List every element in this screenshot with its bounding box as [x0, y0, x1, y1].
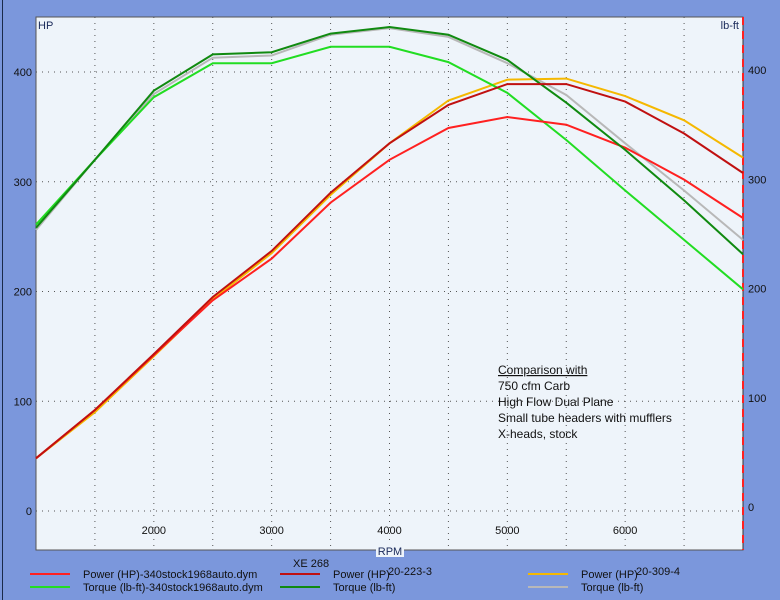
y-tick-label-left: 300 — [14, 177, 32, 189]
annotation: Comparison with 750 cfm Carb High Flow D… — [498, 363, 672, 441]
y-tick-label-right: 200 — [748, 284, 766, 296]
y-tick-label-left: 0 — [26, 506, 32, 518]
annotation-line: Small tube headers with mufflers — [498, 411, 672, 425]
x-tick-label: 4000 — [377, 525, 401, 537]
y-tick-label-left: 400 — [14, 67, 32, 79]
legend-label: Power (HP) — [581, 569, 638, 581]
y-tick-label-right: 100 — [748, 393, 766, 405]
grid — [36, 17, 743, 550]
legend-label: Torque (lb-ft)-340stock1968auto.dym — [83, 582, 263, 594]
y-tick-label-left: 100 — [14, 396, 32, 408]
legend-file-label: 20-223-3 — [388, 566, 432, 578]
annotation-line: 750 cfm Carb — [498, 379, 570, 393]
y-axis-left-label: HP — [38, 20, 53, 32]
x-tick-label: 3000 — [259, 525, 283, 537]
legend-group-title: XE 268 — [293, 558, 329, 570]
series-line — [35, 25, 744, 255]
y-tick-label-right: 400 — [748, 65, 766, 77]
y-axis-right-label: lb-ft — [721, 20, 739, 32]
x-tick-label: 2000 — [142, 525, 166, 537]
y-tick-label-right: 300 — [748, 174, 766, 186]
y-tick-label-left: 200 — [14, 287, 32, 299]
series-line — [35, 45, 744, 291]
annotation-heading: Comparison with — [498, 363, 587, 377]
plot-area — [35, 16, 744, 551]
series-lines — [35, 25, 744, 460]
x-axis-label: RPM — [378, 546, 402, 558]
x-tick-label: 6000 — [613, 525, 637, 537]
y-tick-label-right: 0 — [748, 502, 754, 514]
x-tick-label: 5000 — [495, 525, 519, 537]
window-border — [2, 0, 3, 600]
legend-label: Power (HP) — [333, 569, 390, 581]
legend-label: Torque (lb-ft) — [581, 582, 643, 594]
x-axis-label-bg — [376, 543, 404, 557]
legend-label: Torque (lb-ft) — [333, 582, 395, 594]
legend-file-label: 20-309-4 — [636, 566, 680, 578]
annotation-line: High Flow Dual Plane — [498, 395, 614, 409]
annotation-line: X-heads, stock — [498, 427, 578, 441]
series-line — [35, 27, 744, 241]
legend-label: Power (HP)-340stock1968auto.dym — [83, 569, 257, 581]
series-line — [35, 83, 744, 460]
